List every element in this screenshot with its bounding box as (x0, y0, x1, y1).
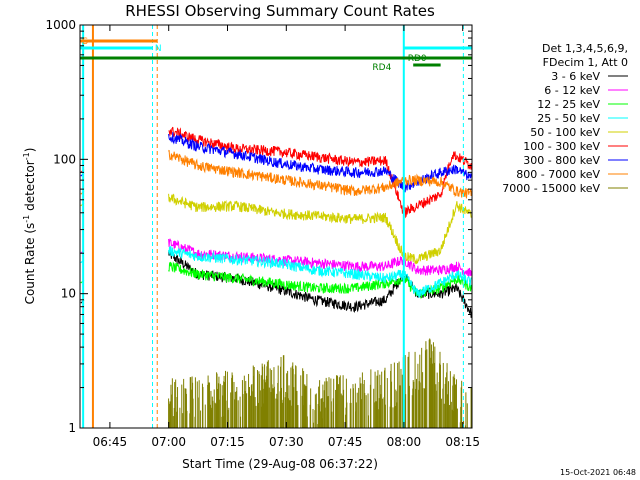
x-axis-label: Start Time (29-Aug-08 06:37:22) (182, 457, 378, 471)
legend-entry-label: 7000 - 15000 keV (502, 182, 600, 195)
legend-entry-label: 100 - 300 keV (523, 140, 600, 153)
plot-frame (79, 24, 473, 429)
chart-title: RHESSI Observing Summary Count Rates (125, 2, 435, 20)
rd0-flag-label: RD0 (408, 54, 427, 64)
series-line (80, 126, 472, 219)
y-tick-label: 1 (68, 421, 76, 435)
legend-header-line-2: FDecim 1, Att 0 (543, 56, 628, 69)
y-axis-ticks: 1 10 100 1000 (45, 18, 472, 435)
x-tick-label: 06:45 (93, 435, 128, 449)
legend-header-line-1: Det 1,3,4,5,6,9, (542, 42, 628, 55)
y-tick-label: 10 (61, 287, 76, 301)
saa-flag-label: S (82, 37, 88, 47)
series-line (80, 245, 472, 298)
x-tick-label: 07:45 (328, 435, 363, 449)
legend-entry-label: 6 - 12 keV (544, 84, 600, 97)
x-tick-label: 07:30 (269, 435, 304, 449)
x-tick-label: 08:00 (387, 435, 422, 449)
y-axis-label: Count Rate (s-1 detector-1) (22, 148, 37, 305)
legend-entry-label: 12 - 25 keV (537, 98, 600, 111)
night-flag-label: N (155, 44, 162, 54)
rd4-flag-label: RD4 (372, 63, 391, 73)
x-tick-label: 07:00 (151, 435, 186, 449)
x-axis-ticks: 06:45 07:00 07:15 07:30 07:45 08:00 08:15 (93, 25, 480, 449)
legend-entry-label: 25 - 50 keV (537, 112, 600, 125)
legend-entry-label: 300 - 800 keV (523, 154, 600, 167)
legend-entry-label: 800 - 7000 keV (516, 168, 600, 181)
y-tick-label: 100 (53, 152, 76, 166)
legend-entry-label: 3 - 6 keV (551, 70, 600, 83)
series-line (80, 149, 472, 199)
series-line (80, 193, 472, 265)
y-tick-label: 1000 (45, 18, 76, 32)
footer-date: 15-Oct-2021 06:48 (560, 468, 636, 477)
series-layer (80, 126, 473, 428)
x-tick-label: 07:15 (210, 435, 245, 449)
series-line (80, 132, 472, 193)
legend: Det 1,3,4,5,6,9, FDecim 1, Att 0 3 - 6 k… (502, 42, 628, 195)
x-tick-label: 08:15 (445, 435, 480, 449)
legend-entry-label: 50 - 100 keV (530, 126, 600, 139)
flag-layer: S N RD4 RD0 (80, 25, 472, 428)
